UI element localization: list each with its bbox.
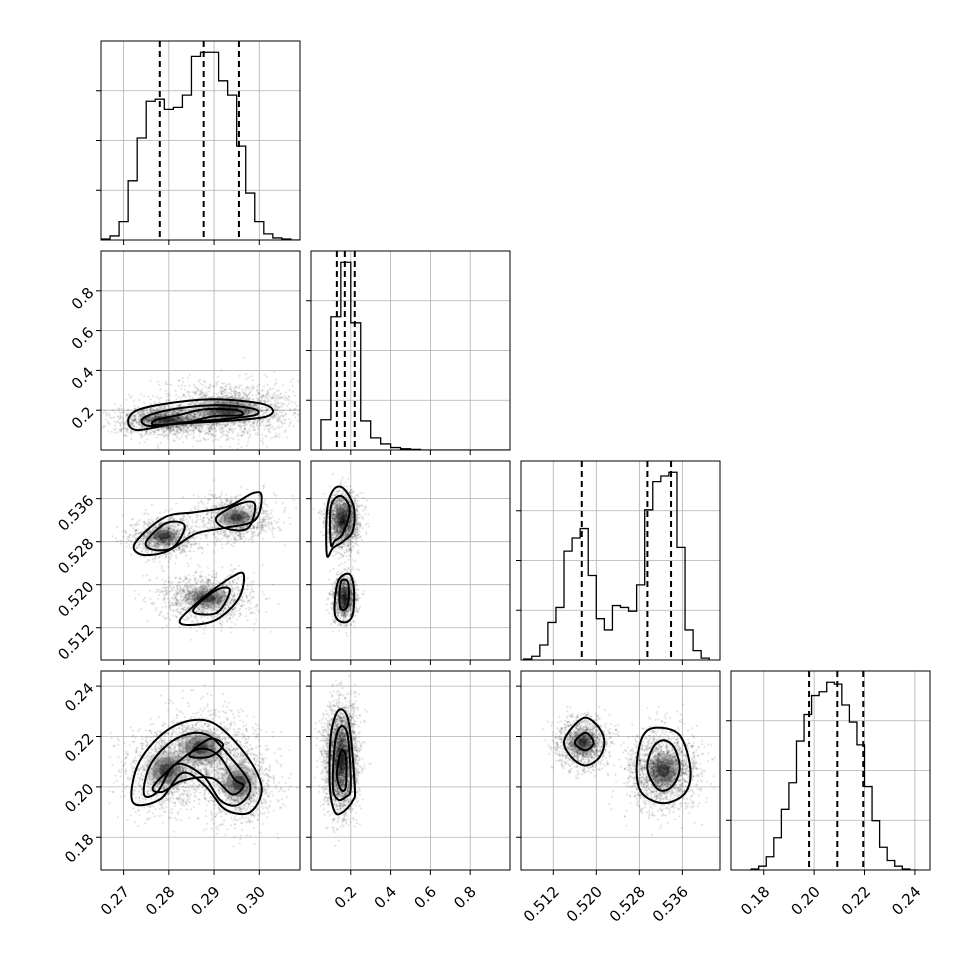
y-tick-label: 0.22: [61, 729, 97, 765]
x-tick-label: 0.2: [331, 883, 361, 913]
histogram-panel-0: [101, 41, 300, 240]
x-tick-label: 0.24: [888, 883, 924, 919]
contour-line: [335, 749, 348, 792]
y-tick-label: 0.2: [68, 403, 98, 433]
panel-frame: [310, 670, 511, 871]
y-tick-label: 0.24: [61, 679, 97, 715]
density-points: [101, 671, 300, 870]
contour-line: [328, 708, 357, 816]
histogram-panel-1: [311, 251, 510, 450]
y-tick-label: 0.6: [68, 324, 98, 354]
scatter-panel-0-2: [101, 461, 300, 660]
y-tick-label: 0.18: [61, 830, 97, 866]
contour-line: [573, 731, 595, 752]
y-tick-label: 0.512: [54, 621, 97, 664]
x-tick-label: 0.18: [737, 883, 773, 919]
y-tick-label: 0.8: [68, 284, 98, 314]
contour-line: [130, 718, 263, 816]
contour-line: [328, 494, 351, 548]
density-points: [311, 461, 510, 660]
contour-line: [635, 726, 692, 805]
contour-line: [140, 404, 260, 428]
x-tick-label: 0.4: [371, 883, 401, 913]
contour-line: [144, 520, 186, 552]
x-tick-label: 0.20: [787, 883, 823, 919]
x-tick-label: 0.528: [606, 883, 649, 926]
histogram-panel-3: [731, 671, 930, 870]
panel-frame: [100, 670, 301, 871]
y-tick-label: 0.528: [54, 535, 97, 578]
density-points: [311, 671, 510, 870]
contour-line: [338, 578, 350, 611]
scatter-panel-0-1: [101, 251, 300, 450]
panel-frame: [100, 250, 301, 451]
density-points: [521, 671, 720, 870]
panel-frame: [520, 670, 721, 871]
x-tick-label: 0.6: [410, 883, 440, 913]
x-tick-label: 0.28: [142, 883, 178, 919]
y-tick-label: 0.4: [68, 363, 98, 393]
density-points: [101, 461, 300, 660]
x-tick-label: 0.8: [450, 883, 480, 913]
scatter-panel-2-3: [521, 671, 720, 870]
x-tick-label: 0.30: [233, 883, 269, 919]
contour-line: [178, 571, 246, 627]
contour-line: [214, 500, 257, 532]
contour-line: [127, 398, 275, 432]
contour-line: [132, 491, 263, 557]
contour-line: [333, 572, 356, 624]
scatter-panel-0-3: [101, 671, 300, 870]
histogram-bars: [750, 681, 918, 870]
contour-line: [331, 725, 352, 802]
x-tick-label: 0.512: [520, 883, 563, 926]
y-tick-label: 0.536: [54, 492, 97, 535]
x-tick-label: 0.520: [563, 883, 606, 926]
histogram-panel-2: [521, 461, 720, 660]
histogram-bars: [320, 261, 510, 450]
panel-frame: [100, 460, 301, 661]
panel-frame: [310, 460, 511, 661]
contour-line: [188, 737, 225, 759]
x-tick-label: 0.22: [838, 883, 874, 919]
scatter-panel-1-3: [311, 671, 510, 870]
x-tick-label: 0.536: [649, 883, 692, 926]
histogram-bars: [523, 471, 710, 660]
contour-line: [562, 716, 606, 767]
y-tick-label: 0.520: [54, 578, 97, 621]
contour-line: [325, 485, 356, 558]
x-tick-label: 0.27: [97, 883, 133, 919]
scatter-panel-1-2: [311, 461, 510, 660]
histogram-bars: [101, 51, 300, 240]
contour-line: [646, 739, 681, 792]
contour-line: [192, 586, 231, 616]
y-tick-label: 0.20: [61, 780, 97, 816]
contour-line: [150, 407, 245, 427]
x-tick-label: 0.29: [187, 883, 223, 919]
